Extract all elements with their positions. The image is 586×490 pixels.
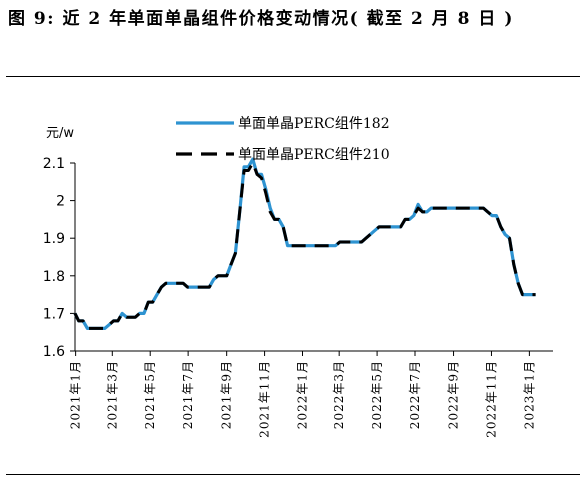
y-tick-label: 2.1 — [43, 156, 65, 172]
series-line-2 — [73, 161, 536, 330]
x-tick-label: 2022年3月 — [332, 360, 346, 429]
x-tick-label: 2021年7月 — [181, 360, 195, 429]
x-tick-label: 2022年11月 — [484, 360, 498, 438]
y-tick-label: 1.6 — [43, 344, 65, 360]
y-axis-unit-label: 元/w — [46, 126, 74, 141]
chart-axes: 1.6 1.7 1.8 1.9 2 2.1 元/w 2021年1月 2021年3月 2021年5月… — [43, 126, 553, 438]
x-tick-label: 2021年5月 — [143, 360, 157, 429]
x-tick-label: 2022年7月 — [408, 360, 422, 429]
series-line-1 — [73, 157, 536, 330]
x-tick-label: 2021年1月 — [69, 360, 83, 429]
y-tick-label: 1.9 — [43, 231, 65, 247]
x-tick-label: 2021年11月 — [258, 360, 272, 438]
legend-label-2: 单面单晶PERC组件210 — [238, 147, 390, 163]
chart-title: 图 9: 近 2 年单面单晶组件价格变动情况( 截至 2 月 8 日 ) — [8, 9, 514, 29]
y-tick-label: 1.8 — [43, 269, 65, 285]
x-tick-label: 2022年9月 — [447, 360, 461, 429]
x-tick-label: 2021年3月 — [105, 360, 119, 429]
x-tick-label: 2022年5月 — [370, 360, 384, 429]
x-tick-label: 2021年9月 — [220, 360, 234, 429]
top-rule — [6, 76, 580, 77]
y-tick-label: 1.7 — [43, 306, 65, 322]
legend-label-1: 单面单晶PERC组件182 — [238, 116, 390, 132]
chart-legend: 单面单晶PERC组件182 单面单晶PERC组件210 — [176, 116, 390, 163]
x-tick-label: 2022年1月 — [296, 360, 310, 429]
bottom-rule — [6, 474, 580, 475]
x-tick-label: 2023年1月 — [522, 360, 536, 429]
chart-series — [73, 157, 536, 330]
y-tick-label: 2 — [56, 194, 65, 210]
